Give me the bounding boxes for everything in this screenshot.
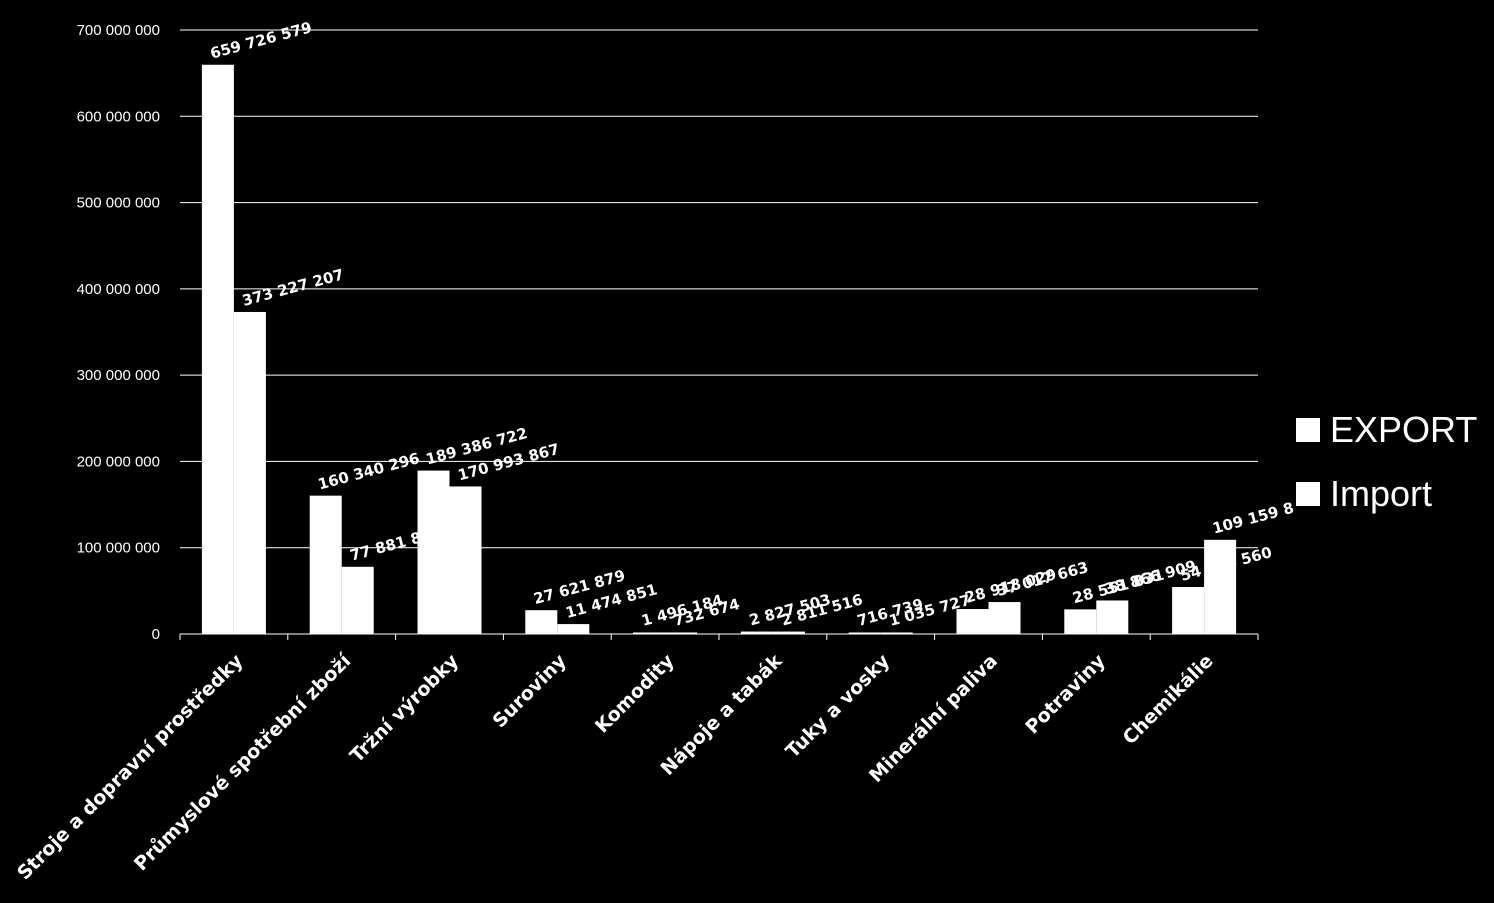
legend-swatch-import bbox=[1296, 482, 1320, 506]
y-axis-tick-labels: 0 100 000 000 200 000 000 300 000 000 400 00… bbox=[77, 22, 160, 643]
category-label: Potraviny bbox=[1021, 650, 1110, 739]
category-label: Tuky a vosky bbox=[782, 650, 895, 763]
category-label: Stroje a dopravní prostředky bbox=[13, 650, 248, 885]
y-tick-label: 500 000 000 bbox=[77, 195, 160, 212]
data-label-import-9: 109 159 8 bbox=[1210, 499, 1295, 538]
bars bbox=[201, 64, 1237, 635]
bar-import-7 bbox=[988, 602, 1021, 634]
bar-import-8 bbox=[1096, 600, 1129, 634]
category-label: Chemikálie bbox=[1119, 650, 1218, 749]
bar-import-3 bbox=[557, 624, 590, 634]
category-label: Suroviny bbox=[488, 650, 571, 733]
legend-item-import: Import bbox=[1296, 462, 1477, 526]
bar-export-0 bbox=[201, 64, 234, 635]
y-tick-label: 700 000 000 bbox=[77, 22, 160, 39]
data-label-export-1: 160 340 296 bbox=[316, 449, 421, 493]
bar-export-1 bbox=[309, 495, 342, 634]
bar-export-6 bbox=[848, 632, 881, 634]
legend-label-import: Import bbox=[1330, 473, 1433, 514]
y-tick-label: 200 000 000 bbox=[77, 453, 160, 470]
y-tick-label: 600 000 000 bbox=[77, 108, 160, 125]
bar-export-8 bbox=[1064, 609, 1097, 634]
category-label: Komodity bbox=[591, 650, 679, 738]
category-label: Tržní výrobky bbox=[346, 650, 464, 768]
bar-export-3 bbox=[525, 610, 558, 634]
y-tick-label: 100 000 000 bbox=[77, 540, 160, 557]
legend-swatch-export bbox=[1296, 418, 1320, 442]
bar-export-4 bbox=[633, 632, 666, 634]
bar-import-9 bbox=[1204, 539, 1237, 634]
bar-export-7 bbox=[956, 609, 989, 634]
bar-import-4 bbox=[665, 632, 698, 634]
bar-import-5 bbox=[772, 631, 805, 634]
legend: EXPORT Import bbox=[1296, 398, 1477, 526]
bar-import-2 bbox=[449, 486, 482, 634]
category-label: Průmyslové spotřební zboží bbox=[129, 648, 356, 875]
bar-export-9 bbox=[1172, 587, 1205, 634]
y-tick-label: 0 bbox=[152, 626, 160, 643]
data-label-import-1: 77 881 8 bbox=[348, 528, 423, 564]
y-tick-label: 300 000 000 bbox=[77, 367, 160, 384]
bar-export-5 bbox=[740, 631, 773, 634]
data-label-import-0: 373 227 207 bbox=[240, 265, 345, 309]
bar-import-0 bbox=[233, 311, 266, 634]
y-tick-label: 400 000 000 bbox=[77, 281, 160, 298]
x-axis bbox=[179, 633, 1259, 640]
category-label: Nápoje a tabák bbox=[656, 650, 786, 780]
data-label-export-0: 659 726 579 bbox=[208, 18, 313, 62]
legend-item-export: EXPORT bbox=[1296, 398, 1477, 462]
bar-import-1 bbox=[341, 566, 374, 634]
gridlines bbox=[180, 29, 1258, 549]
bar-export-2 bbox=[417, 470, 450, 634]
legend-label-export: EXPORT bbox=[1330, 409, 1478, 450]
bar-import-6 bbox=[880, 632, 913, 634]
